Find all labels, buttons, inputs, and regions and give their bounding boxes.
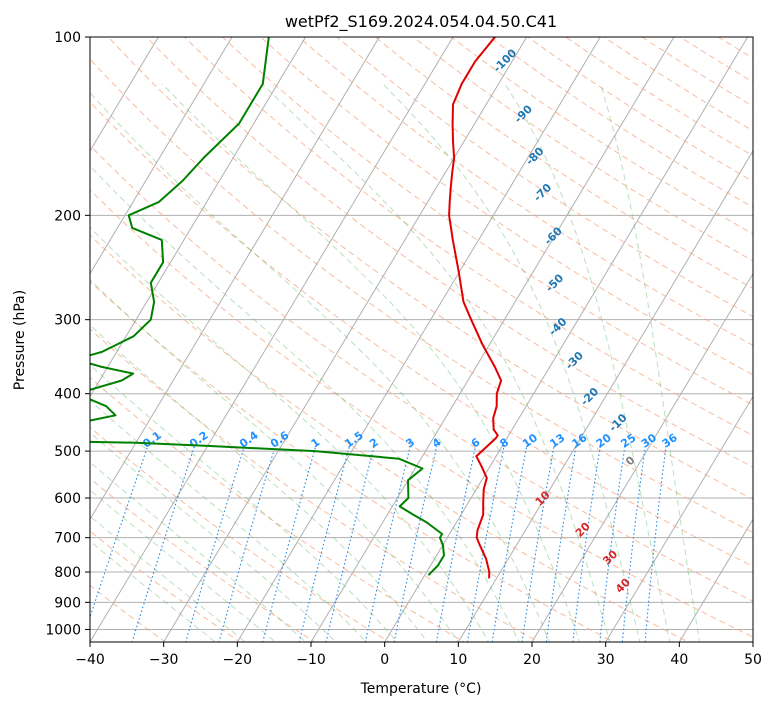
plot-frame [89, 36, 754, 643]
mixing-ratio-line [545, 445, 577, 642]
moist-adiabat-line [90, 91, 551, 642]
y-tick-label: 600 [54, 491, 81, 507]
dry-adiabat-line [90, 280, 615, 642]
isotherm-line [678, 518, 753, 642]
x-tick-label: 0 [380, 652, 389, 668]
isotherm-line [90, 37, 380, 521]
mixing-ratio-line [262, 445, 317, 642]
x-tick-label: −10 [296, 652, 326, 668]
x-tick-label: 10 [449, 652, 467, 668]
x-tick-label: 20 [523, 652, 541, 668]
dry-adiabat-line [298, 37, 753, 346]
dry-adiabat-line [90, 376, 466, 642]
moist-adiabat-line [600, 83, 701, 642]
moist-adiabat-line [504, 83, 671, 642]
mixing-ratio-line [466, 445, 505, 642]
mixing-ratio-line [491, 445, 528, 642]
mixing-ratio-line [393, 445, 438, 642]
dry-adiabat-line [90, 584, 167, 642]
isotherm-line [310, 37, 675, 642]
mixing-ratio-line [435, 445, 477, 642]
moist-adiabat-line [90, 461, 307, 642]
y-tick-label: 300 [54, 313, 81, 329]
chart-title: wetPf2_S169.2024.054.04.50.C41 [285, 12, 557, 32]
moist-adiabat-line [90, 399, 367, 642]
moist-adiabat-line [90, 364, 398, 642]
isotherm-line [236, 37, 601, 642]
mixing-ratio-line [644, 445, 667, 642]
mixing-ratio-line [572, 445, 601, 642]
mixing-ratio-line [599, 445, 626, 642]
y-tick-label: 900 [54, 595, 81, 611]
mixing-ratio-line [90, 445, 149, 619]
profile-lines [90, 37, 503, 579]
mixing-ratio-line [621, 445, 646, 642]
moist-adiabat-line [90, 515, 246, 642]
dry-adiabat-line [90, 101, 753, 567]
y-tick-label: 400 [54, 387, 81, 403]
y-tick-label: 800 [54, 565, 81, 581]
x-tick-label: −40 [75, 652, 105, 668]
background-lines [90, 37, 753, 642]
moist-adiabat-line [90, 489, 276, 642]
y-tick-label: 200 [54, 208, 81, 224]
dry-adiabat-line [260, 37, 753, 376]
isotherm-line [605, 395, 753, 642]
y-tick-label: 1000 [45, 622, 81, 638]
isotherm-line [531, 272, 753, 642]
moist-adiabat-line [261, 83, 611, 642]
y-axis-label: Pressure (hPa) [12, 290, 28, 390]
moist-adiabat-line [90, 279, 459, 642]
x-tick-label: 50 [744, 652, 762, 668]
y-tick-label: 700 [54, 531, 81, 547]
dry-adiabat-line [107, 37, 753, 500]
isotherm-line [90, 37, 307, 398]
x-tick-label: 30 [597, 652, 615, 668]
dry-adiabat-line [90, 58, 753, 534]
dry-adiabat-line [90, 189, 753, 638]
y-tick-label: 100 [54, 30, 81, 46]
moist-adiabat-line [90, 431, 337, 642]
isotherm-line [90, 37, 233, 275]
dewpoint-profile-line [90, 37, 445, 576]
moist-adiabat-line [90, 324, 429, 642]
mixing-ratio-line [325, 445, 375, 642]
isotherm-line [90, 37, 159, 152]
isotherm-line [384, 37, 749, 642]
axis-ticks: −40 −30 −20 −10 0 10 20 30 40 50 100 200 300 400 500 60… [45, 30, 762, 668]
dry-adiabat-line [90, 234, 690, 642]
moist-adiabat-line [161, 83, 581, 642]
x-tick-label: −30 [149, 652, 179, 668]
isotherm-line [163, 37, 528, 642]
dry-adiabat-line [90, 144, 753, 602]
x-tick-label: 40 [670, 652, 688, 668]
dry-adiabat-line [90, 530, 241, 642]
x-tick-label: −20 [223, 652, 253, 668]
x-axis-label: Temperature (°C) [360, 681, 482, 697]
isotherm-line [90, 37, 454, 642]
isotherm-line [457, 149, 753, 642]
mixing-ratio-line [521, 445, 555, 642]
dry-adiabat-line [145, 37, 753, 468]
moist-adiabat-line [382, 83, 641, 642]
y-tick-label: 500 [54, 444, 81, 460]
dry-adiabat-line [90, 426, 391, 642]
temperature-profile-line [448, 37, 503, 579]
mixing-ratio-line [298, 445, 351, 642]
